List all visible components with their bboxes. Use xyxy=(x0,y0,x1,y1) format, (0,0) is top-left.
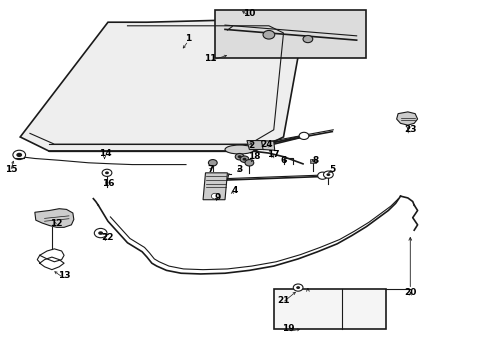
Circle shape xyxy=(303,36,312,42)
Text: 9: 9 xyxy=(214,193,221,202)
Text: 13: 13 xyxy=(58,270,70,279)
Circle shape xyxy=(208,159,217,166)
Polygon shape xyxy=(20,19,303,151)
Ellipse shape xyxy=(224,145,254,154)
Circle shape xyxy=(244,159,253,166)
Text: 7: 7 xyxy=(207,165,213,174)
Text: 3: 3 xyxy=(236,165,242,174)
Circle shape xyxy=(323,171,332,178)
Circle shape xyxy=(317,172,327,179)
Text: 11: 11 xyxy=(203,54,216,63)
Circle shape xyxy=(240,156,248,162)
Text: 24: 24 xyxy=(260,140,272,149)
Circle shape xyxy=(299,132,308,139)
Circle shape xyxy=(16,153,22,157)
Text: 8: 8 xyxy=(311,156,318,165)
Circle shape xyxy=(211,193,219,199)
Circle shape xyxy=(296,286,300,289)
Circle shape xyxy=(98,231,103,235)
Polygon shape xyxy=(261,140,274,150)
Circle shape xyxy=(242,158,246,161)
Text: 10: 10 xyxy=(243,9,255,18)
Text: 5: 5 xyxy=(328,165,335,174)
Circle shape xyxy=(94,228,107,238)
Text: 14: 14 xyxy=(99,149,112,158)
Text: 20: 20 xyxy=(403,288,416,297)
Text: 17: 17 xyxy=(267,150,280,159)
Text: 18: 18 xyxy=(247,152,260,161)
Text: 22: 22 xyxy=(102,233,114,242)
Bar xyxy=(309,159,315,163)
Circle shape xyxy=(263,31,274,39)
Polygon shape xyxy=(215,10,366,58)
Text: 15: 15 xyxy=(5,165,18,174)
Text: 12: 12 xyxy=(50,219,63,228)
Text: 23: 23 xyxy=(403,125,416,134)
Text: 1: 1 xyxy=(185,34,191,43)
Circle shape xyxy=(13,150,25,159)
Circle shape xyxy=(105,171,109,174)
Text: 2: 2 xyxy=(248,141,254,150)
Circle shape xyxy=(293,284,303,291)
Circle shape xyxy=(102,169,112,176)
Circle shape xyxy=(326,173,330,176)
Polygon shape xyxy=(246,140,264,149)
Text: 16: 16 xyxy=(102,179,114,188)
Text: 19: 19 xyxy=(282,324,294,333)
Polygon shape xyxy=(396,112,417,125)
Text: 6: 6 xyxy=(280,156,286,165)
Circle shape xyxy=(235,153,244,160)
Text: 21: 21 xyxy=(277,296,289,305)
Circle shape xyxy=(237,155,241,158)
Polygon shape xyxy=(35,209,74,227)
Bar xyxy=(273,289,385,329)
Text: 4: 4 xyxy=(231,186,238,195)
Polygon shape xyxy=(203,173,227,200)
